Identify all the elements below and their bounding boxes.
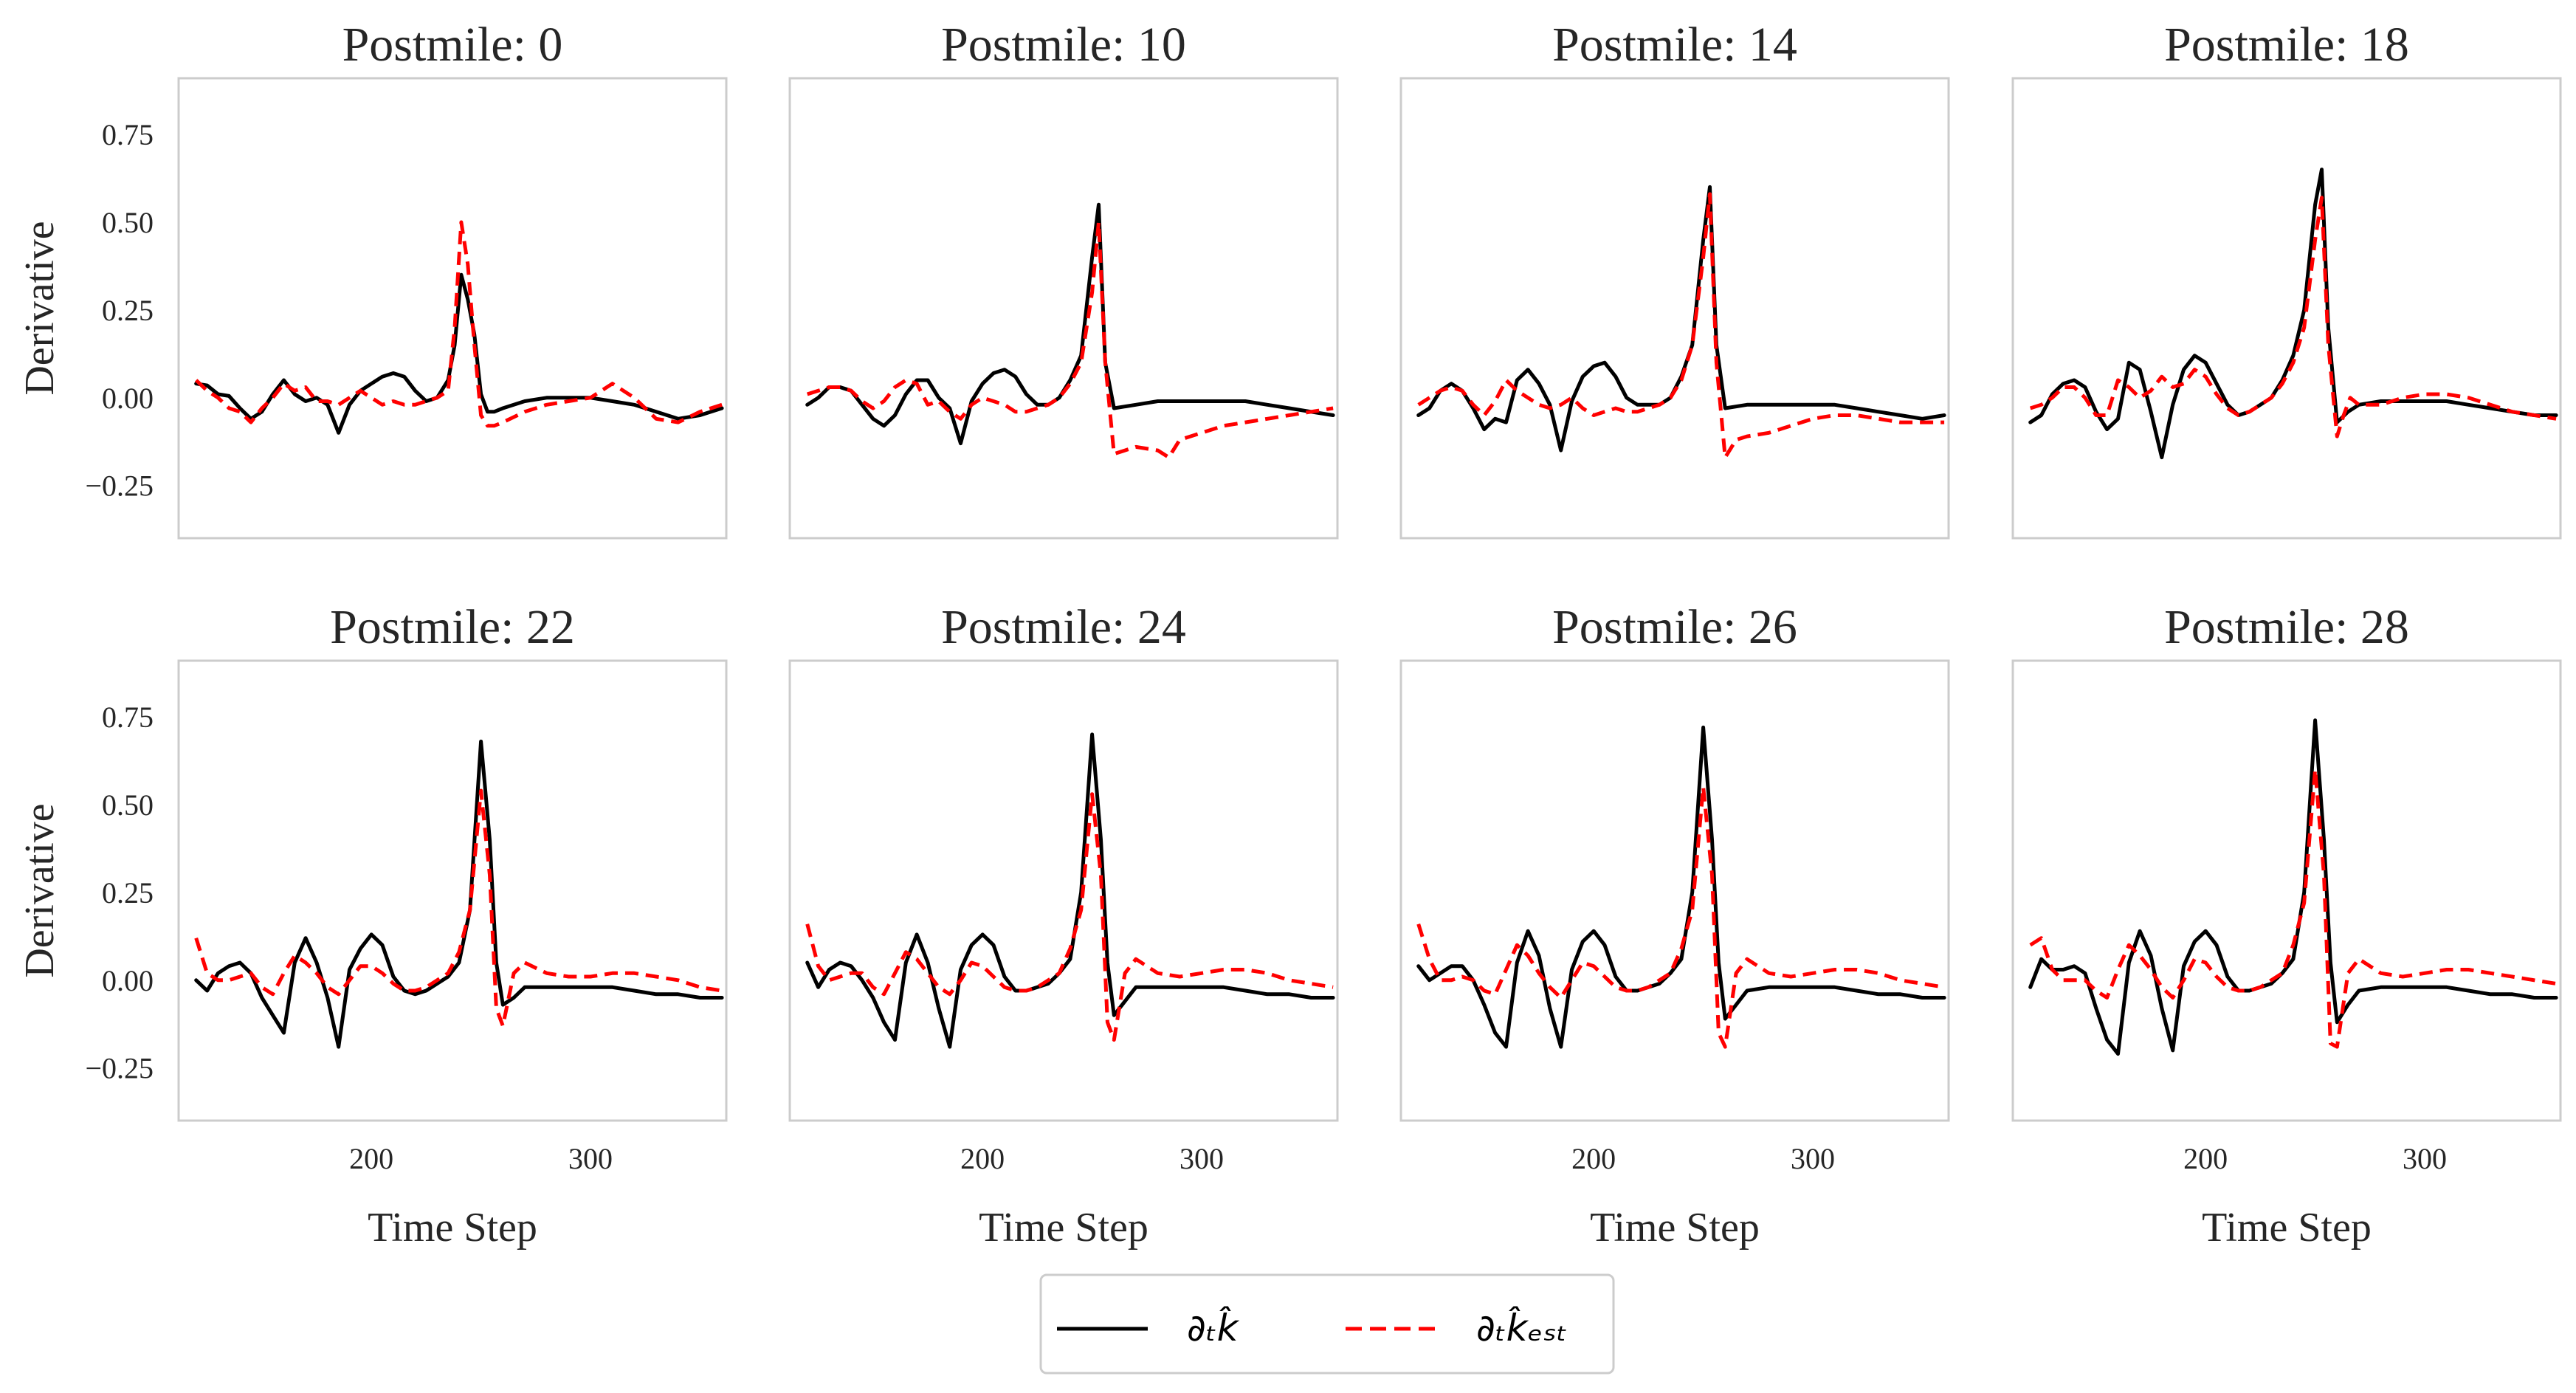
- x-tick-label: 200: [349, 1142, 393, 1175]
- y-tick-label: 0.00: [102, 382, 154, 415]
- subplot-title: Postmile: 28: [2164, 600, 2409, 654]
- y-tick-label: 0.25: [102, 876, 154, 909]
- y-tick-label: 0.50: [102, 206, 154, 239]
- series-line-estimated: [2029, 767, 2557, 1049]
- subplot-6: Postmile: 24 Time Step 200 300: [788, 600, 1339, 1251]
- subplot-8: Postmile: 28 Time Step 200 300: [2011, 600, 2562, 1251]
- plot-frame: [1399, 659, 1950, 1122]
- y-tick-label: −0.25: [85, 470, 154, 503]
- y-tick-label: −0.25: [85, 1052, 154, 1085]
- subplot-title: Postmile: 18: [2164, 18, 2409, 72]
- subplot-title: Postmile: 14: [1552, 18, 1797, 72]
- x-tick-label: 200: [2183, 1142, 2228, 1175]
- series-line-true: [194, 739, 724, 1049]
- legend: ∂ₜk̂ ∂ₜk̂ₑₛₜ: [1039, 1273, 1615, 1375]
- subplot-title: Postmile: 24: [941, 600, 1186, 654]
- subplot-5: Postmile: 22 Derivative Time Step −0.25 0.00…: [17, 600, 728, 1251]
- series-line-estimated: [1417, 192, 1945, 460]
- x-tick-label: 300: [2403, 1142, 2447, 1175]
- x-tick-label: 200: [960, 1142, 1005, 1175]
- series-line-true: [194, 272, 724, 435]
- y-tick-label: 0.50: [102, 788, 154, 822]
- subplot-title: Postmile: 0: [342, 18, 563, 72]
- series-line-estimated: [2029, 196, 2557, 438]
- y-tick-label: 0.00: [102, 964, 154, 997]
- y-tick-label: 0.75: [102, 701, 154, 734]
- plot-frame: [2011, 659, 2562, 1122]
- series-line-estimated: [194, 788, 723, 1028]
- subplot-title: Postmile: 22: [330, 600, 575, 654]
- subplot-7: Postmile: 26 Time Step 200 300: [1399, 600, 1950, 1251]
- subplot-1: Postmile: 0 Derivative −0.25 0.00 0.25 0.50 0.…: [17, 18, 728, 540]
- series-line-true: [2028, 718, 2558, 1056]
- legend-label-solid: ∂ₜk̂: [1187, 1306, 1240, 1349]
- x-axis-label: Time Step: [1590, 1205, 1760, 1251]
- series-line-estimated: [805, 792, 1334, 1042]
- plot-frame: [2011, 77, 2562, 540]
- plot-frame: [177, 77, 728, 540]
- x-tick-label: 300: [568, 1142, 613, 1175]
- plot-frame: [1399, 77, 1950, 540]
- x-axis-label: Time Step: [979, 1205, 1148, 1251]
- series-line-true: [1416, 185, 1946, 453]
- plot-frame: [788, 77, 1339, 540]
- series-line-true: [805, 202, 1335, 446]
- subplot-4: Postmile: 18: [2011, 18, 2562, 540]
- y-axis-label: Derivative: [17, 221, 63, 395]
- x-axis-label: Time Step: [368, 1205, 537, 1251]
- series-line-estimated: [806, 220, 1334, 460]
- y-axis-label: Derivative: [17, 803, 63, 977]
- legend-label-dashed: ∂ₜk̂ₑₛₜ: [1476, 1306, 1568, 1349]
- subplot-3: Postmile: 14: [1399, 18, 1950, 540]
- y-tick-label: 0.75: [102, 118, 154, 151]
- series-line-true: [1416, 725, 1946, 1049]
- x-axis-label: Time Step: [2202, 1205, 2372, 1251]
- x-tick-label: 300: [1791, 1142, 1835, 1175]
- x-tick-label: 200: [1571, 1142, 1616, 1175]
- subplot-grid: Postmile: 0 Derivative −0.25 0.00 0.25 0.50 0.…: [17, 18, 2562, 1251]
- y-tick-label: 0.25: [102, 294, 154, 327]
- subplot-title: Postmile: 10: [941, 18, 1186, 72]
- subplot-title: Postmile: 26: [1552, 600, 1797, 654]
- series-line-estimated: [194, 220, 723, 428]
- plot-frame: [177, 659, 728, 1122]
- plot-frame: [788, 659, 1339, 1122]
- x-tick-label: 300: [1179, 1142, 1224, 1175]
- subplot-2: Postmile: 10: [788, 18, 1339, 540]
